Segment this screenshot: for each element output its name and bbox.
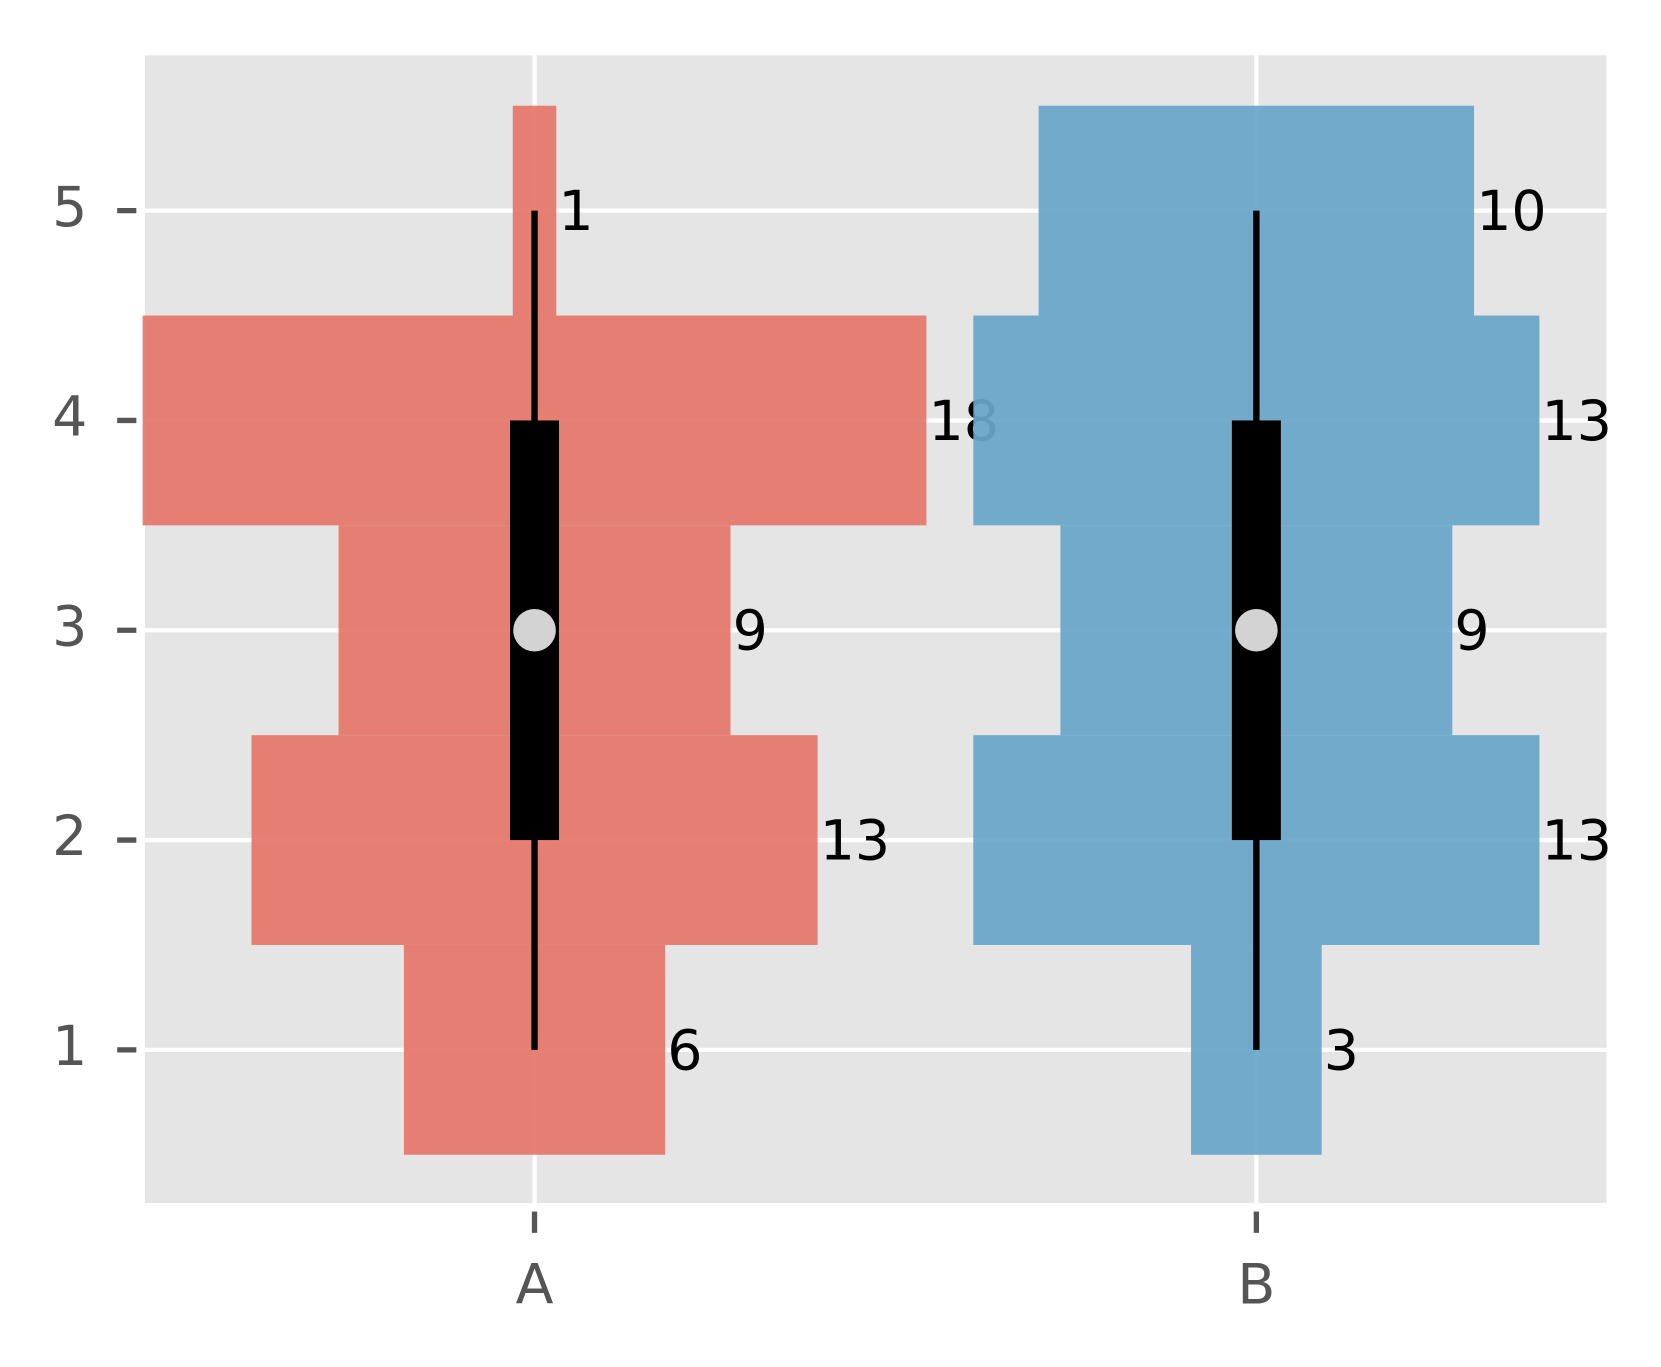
y-tick-label: 2 — [52, 805, 87, 869]
count-label: 9 — [733, 600, 768, 664]
count-label: 9 — [1454, 600, 1489, 664]
count-label: 3 — [1324, 1019, 1359, 1083]
count-label: 13 — [1542, 809, 1612, 873]
y-tick-label: 3 — [52, 595, 87, 659]
y-tick-label: 1 — [52, 1015, 87, 1079]
count-label: 6 — [667, 1019, 702, 1083]
count-label: 13 — [820, 809, 890, 873]
count-label: 1 — [558, 180, 593, 244]
median — [513, 608, 556, 652]
count-label: 13 — [1542, 390, 1612, 454]
count-label: 10 — [1476, 180, 1546, 244]
x-tick-label: B — [1237, 1253, 1275, 1317]
x-tick-label: A — [516, 1253, 554, 1317]
y-tick-label: 4 — [52, 386, 87, 450]
y-tick-label: 5 — [52, 176, 87, 240]
median — [1235, 608, 1278, 652]
